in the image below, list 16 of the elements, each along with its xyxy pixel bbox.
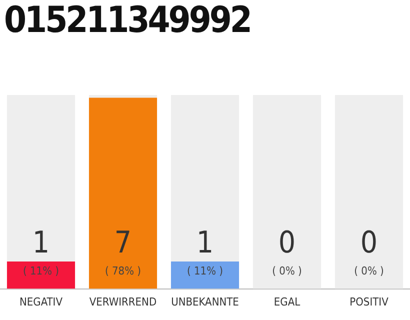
data-label: 1 — [196, 226, 214, 261]
x-tick-label: UNBEKANNTE — [171, 295, 239, 308]
data-label: 7 — [114, 226, 132, 261]
annotation: ( 11% ) — [186, 264, 224, 278]
x-tick-label: NEGATIV — [20, 295, 63, 308]
annotation: ( 11% ) — [22, 264, 60, 278]
chart-title: 015211349992 — [4, 0, 250, 41]
data-label: 0 — [278, 226, 296, 261]
annotation: ( 78% ) — [104, 264, 142, 278]
x-tick-label: VERWIRREND — [89, 295, 157, 308]
x-tick-label: POSITIV — [350, 295, 389, 308]
data-label: 1 — [32, 226, 50, 261]
data-label: 0 — [360, 226, 378, 261]
annotation: ( 0% ) — [354, 264, 384, 278]
annotation: ( 0% ) — [272, 264, 302, 278]
x-tick-label: EGAL — [274, 295, 301, 308]
